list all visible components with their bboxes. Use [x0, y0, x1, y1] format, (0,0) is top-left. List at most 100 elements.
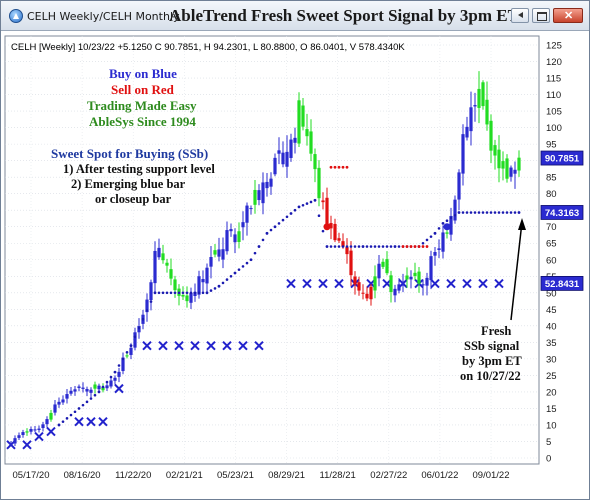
price-bar-body: [57, 401, 61, 405]
support-dot: [333, 245, 337, 248]
price-bar-body: [361, 292, 365, 294]
callout-arrow-line: [510, 221, 523, 321]
support-dot: [485, 211, 489, 214]
ssb-x-marker: [74, 416, 84, 427]
price-bar-body: [121, 357, 125, 372]
support-dot: [461, 211, 465, 214]
ssb-x-marker: [46, 426, 56, 437]
ssb-x-marker: [174, 340, 184, 351]
price-bar-body: [45, 419, 49, 425]
price-bar-body: [157, 247, 161, 258]
price-bar-body: [233, 234, 237, 243]
support-dot: [89, 397, 93, 400]
price-bar-body: [377, 263, 381, 279]
price-bar-body: [489, 120, 493, 151]
support-dot: [241, 265, 245, 268]
buy-signal-dot: [443, 223, 451, 231]
price-bar-body: [241, 222, 245, 228]
price-bar-body: [469, 107, 473, 132]
price-bar-body: [277, 150, 281, 154]
price-bar-body: [153, 250, 157, 284]
price-bar-body: [453, 199, 457, 221]
price-bar-body: [49, 412, 53, 420]
support-dot: [209, 289, 213, 292]
price-chart[interactable]: 0510152025303540455055606570758085909510…: [1, 32, 589, 500]
price-bar-body: [409, 276, 413, 280]
support-dot: [481, 211, 485, 214]
price-bar-body: [65, 394, 69, 399]
close-button[interactable]: [553, 8, 583, 23]
price-bar-body: [441, 232, 445, 252]
price-bar-body: [113, 377, 117, 381]
restore-button[interactable]: [532, 8, 550, 23]
price-bar-body: [185, 295, 189, 302]
support-dot: [253, 251, 257, 255]
ssb-x-marker: [318, 278, 328, 289]
support-dot: [365, 245, 369, 248]
support-dot: [109, 375, 113, 379]
back-button[interactable]: [511, 8, 529, 23]
support-dot: [469, 211, 473, 214]
price-bar-body: [73, 389, 77, 392]
support-dot: [441, 222, 445, 225]
price-bar-body: [285, 151, 289, 167]
price-bar-body: [369, 286, 373, 300]
ssb-x-marker: [22, 440, 32, 450]
support-dot: [465, 211, 469, 214]
price-bar-body: [13, 438, 17, 444]
price-bar-body: [465, 126, 469, 138]
price-bar-body: [353, 276, 357, 285]
price-bar-body: [117, 371, 121, 377]
support-dot: [433, 231, 437, 235]
ssb-x-marker: [462, 278, 472, 289]
price-bar-body: [197, 276, 201, 295]
price-bar-body: [101, 386, 105, 391]
support-dot: [345, 245, 349, 248]
y-tick-label: 15: [546, 404, 557, 415]
support-dot: [229, 274, 233, 278]
price-label-text: 90.7851: [545, 154, 580, 165]
resistance-dot: [413, 245, 417, 248]
support-dot: [301, 203, 305, 207]
ssb-x-marker: [206, 340, 216, 351]
price-bar-body: [249, 208, 253, 210]
price-bar-body: [269, 178, 273, 187]
price-bar-body: [165, 262, 169, 266]
support-dot: [177, 291, 181, 295]
support-dot: [117, 364, 121, 367]
price-bar-body: [449, 215, 453, 235]
y-tick-label: 30: [546, 354, 557, 365]
price-bar-body: [273, 157, 277, 175]
price-bar-body: [345, 247, 349, 255]
resistance-dot: [333, 165, 337, 169]
title-bar[interactable]: CELH Weekly/CELH Monthly AbleTrend Fresh…: [1, 1, 589, 31]
support-dot: [141, 317, 145, 321]
price-bar-body: [69, 390, 73, 394]
support-dot: [377, 245, 381, 248]
support-dot: [393, 245, 397, 248]
price-bar-body: [213, 250, 217, 255]
price-bar-body: [325, 197, 329, 225]
price-bar-body: [517, 157, 521, 171]
support-dot: [213, 287, 217, 290]
resistance-dot: [405, 245, 409, 248]
price-bar-body: [429, 256, 433, 281]
x-tick-label: 05/23/21: [217, 470, 254, 481]
legend-sell: Sell on Red: [111, 82, 175, 97]
price-bar-body: [253, 189, 257, 205]
support-dot: [121, 357, 125, 361]
ssb-x-marker: [114, 383, 124, 394]
price-bar-body: [421, 284, 425, 286]
x-tick-label: 06/01/22: [421, 470, 458, 481]
ssb-x-marker: [34, 431, 44, 442]
price-bar-body: [373, 276, 377, 291]
support-dot: [181, 291, 185, 295]
support-dot: [189, 291, 193, 295]
price-bar-body: [161, 253, 165, 261]
support-dot: [497, 211, 501, 214]
y-tick-label: 125: [546, 41, 562, 52]
x-tick-label: 02/27/22: [370, 470, 407, 481]
support-dot: [449, 216, 453, 220]
price-bar-body: [505, 158, 509, 179]
support-dot: [489, 211, 493, 214]
